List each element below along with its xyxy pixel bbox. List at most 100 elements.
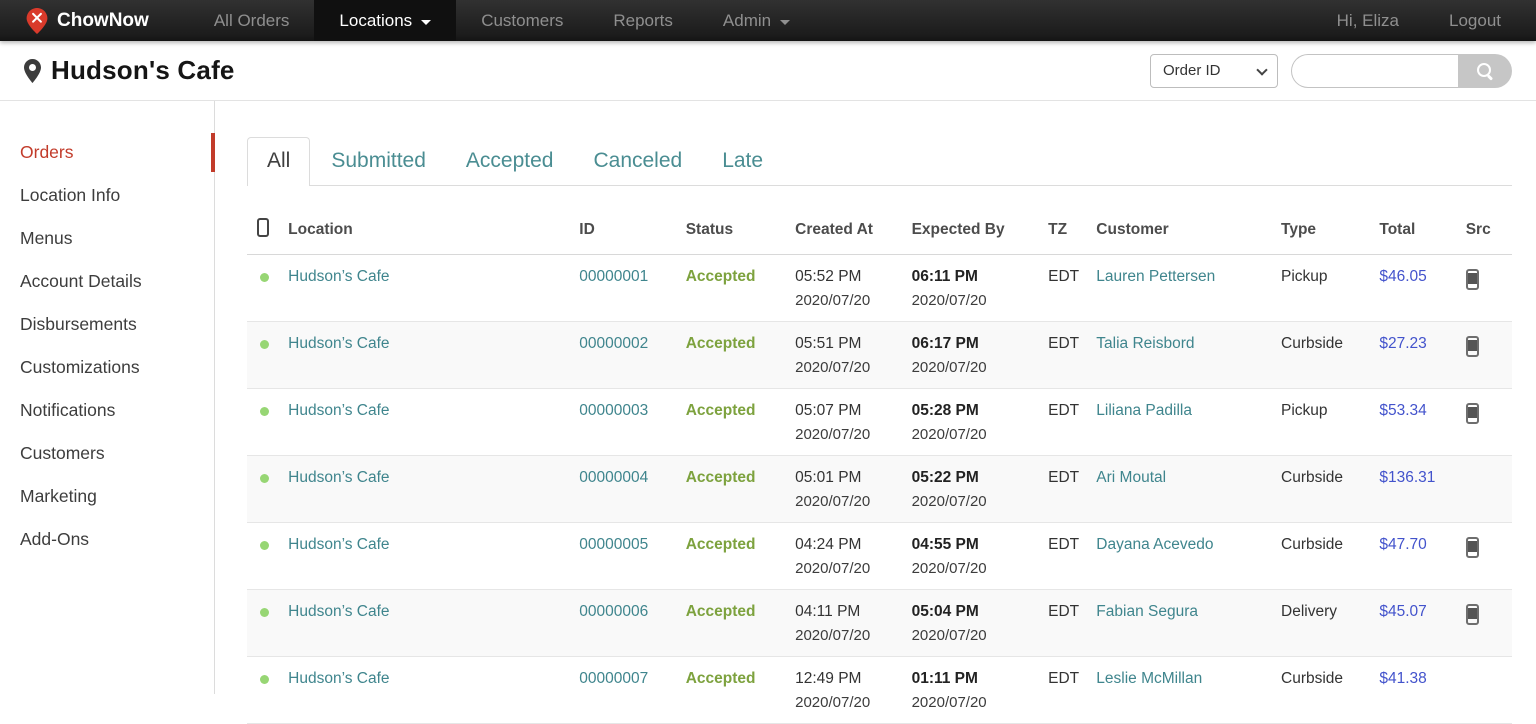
created-time: 05:01 PM: [795, 469, 862, 486]
tab[interactable]: Canceled: [574, 138, 701, 185]
sidebar-item[interactable]: Customers: [0, 432, 214, 475]
col-header-tz: TZ: [1048, 206, 1097, 255]
location-link[interactable]: Hudson’s Cafe: [288, 335, 390, 352]
location-link[interactable]: Hudson’s Cafe: [288, 469, 390, 486]
location-link[interactable]: Hudson’s Cafe: [288, 402, 390, 419]
order-id-link[interactable]: 00000004: [579, 469, 649, 486]
customer-link[interactable]: Lauren Pettersen: [1096, 268, 1216, 285]
search-filter-wrap: Order ID: [1150, 53, 1278, 88]
page-header: Hudson's Cafe Order ID: [0, 41, 1536, 101]
order-id-link[interactable]: 00000002: [579, 335, 649, 352]
created-date: 2020/07/20: [795, 560, 871, 577]
nav-item[interactable]: Customers: [456, 0, 588, 41]
expected-time: 06:11 PM: [911, 268, 978, 285]
search-button[interactable]: [1458, 53, 1512, 88]
location-link[interactable]: Hudson’s Cafe: [288, 603, 390, 620]
sidebar-item[interactable]: Notifications: [0, 389, 214, 432]
customer-link[interactable]: Talia Reisbord: [1096, 335, 1195, 352]
search-filter-select[interactable]: Order ID: [1150, 53, 1278, 88]
search-combo: [1291, 53, 1512, 88]
expected-date: 2020/07/20: [911, 627, 987, 644]
location-title-wrap: Hudson's Cafe: [24, 55, 235, 86]
sidebar-item[interactable]: Customizations: [0, 346, 214, 389]
expected-time: 04:55 PM: [911, 536, 979, 553]
sidebar-item[interactable]: Disbursements: [0, 303, 214, 346]
order-type: Curbside: [1281, 536, 1344, 553]
order-id-link[interactable]: 00000001: [579, 268, 649, 285]
timezone: EDT: [1048, 536, 1080, 553]
expected-time: 05:04 PM: [911, 603, 979, 620]
nav-item-label: Admin: [722, 10, 772, 30]
col-header-total: Total: [1379, 206, 1466, 255]
sidebar-item-label: Menus: [20, 228, 73, 248]
order-type: Delivery: [1281, 603, 1337, 620]
status-dot: [260, 675, 269, 684]
order-id-link[interactable]: 00000007: [579, 670, 649, 687]
sidebar-item[interactable]: Marketing: [0, 475, 214, 518]
customer-link[interactable]: Leslie McMillan: [1096, 670, 1203, 687]
sidebar-item[interactable]: Account Details: [0, 260, 214, 303]
user-greeting[interactable]: Hi, Eliza: [1336, 10, 1399, 30]
order-total[interactable]: $41.38: [1379, 670, 1427, 687]
status-dot: [260, 608, 269, 617]
customer-link[interactable]: Fabian Segura: [1096, 603, 1198, 620]
search-icon: [1476, 62, 1494, 80]
sidebar-item[interactable]: Orders: [0, 131, 215, 174]
tab[interactable]: Submitted: [312, 138, 445, 185]
customer-link[interactable]: Liliana Padilla: [1096, 402, 1192, 419]
created-time: 04:24 PM: [795, 536, 862, 553]
customer-link[interactable]: Dayana Acevedo: [1096, 536, 1214, 553]
status-badge: Accepted: [685, 536, 756, 553]
tab[interactable]: Late: [703, 138, 782, 185]
order-total[interactable]: $45.07: [1379, 603, 1427, 620]
nav-item[interactable]: Admin: [698, 0, 815, 41]
created-time: 05:52 PM: [795, 268, 862, 285]
order-total[interactable]: $27.23: [1379, 335, 1427, 352]
location-link[interactable]: Hudson’s Cafe: [288, 268, 390, 285]
logout-link[interactable]: Logout: [1449, 10, 1501, 30]
brand-name: ChowNow: [57, 9, 149, 31]
chownow-logo[interactable]: ChowNow: [0, 0, 189, 41]
sidebar-item[interactable]: Menus: [0, 217, 214, 260]
sidebar-item[interactable]: Location Info: [0, 174, 214, 217]
order-type: Curbside: [1281, 469, 1344, 486]
created-time: 12:49 PM: [795, 670, 862, 687]
created-date: 2020/07/20: [795, 493, 871, 510]
timezone: EDT: [1048, 402, 1080, 419]
customer-link[interactable]: Ari Moutal: [1096, 469, 1167, 486]
sidebar-item[interactable]: Add-Ons: [0, 518, 214, 561]
top-nav: ChowNow All Orders Locations Customers R…: [0, 0, 1536, 41]
table-header-row: Location ID Status Created At Expected B…: [247, 206, 1512, 255]
order-total[interactable]: $136.31: [1379, 469, 1436, 486]
created-date: 2020/07/20: [795, 426, 871, 443]
status-badge: Accepted: [685, 603, 756, 620]
order-id-link[interactable]: 00000003: [579, 402, 649, 419]
location-link[interactable]: Hudson’s Cafe: [288, 670, 390, 687]
order-row: Hudson’s Cafe 00000006 Accepted 04:11 PM…: [247, 589, 1512, 657]
search-input[interactable]: [1291, 53, 1458, 88]
order-total[interactable]: $53.34: [1379, 402, 1427, 419]
order-type: Curbside: [1281, 335, 1344, 352]
timezone: EDT: [1048, 603, 1080, 620]
chevron-down-icon: [780, 19, 791, 25]
tab[interactable]: Accepted: [447, 138, 573, 185]
map-pin-icon: [24, 58, 41, 83]
order-total[interactable]: $47.70: [1379, 536, 1427, 553]
nav-item-label: Reports: [613, 10, 673, 30]
order-id-link[interactable]: 00000005: [579, 536, 649, 553]
nav-item[interactable]: All Orders: [189, 0, 315, 41]
nav-item[interactable]: Reports: [588, 0, 698, 41]
location-link[interactable]: Hudson’s Cafe: [288, 536, 390, 553]
nav-item[interactable]: Locations: [314, 0, 457, 41]
col-header-created: Created At: [795, 206, 912, 255]
order-id-link[interactable]: 00000006: [579, 603, 649, 620]
tab[interactable]: All: [247, 137, 311, 186]
nav-right: Hi, Eliza Logout: [1312, 0, 1536, 41]
timezone: EDT: [1048, 670, 1080, 687]
expected-time: 05:28 PM: [911, 402, 979, 419]
expected-date: 2020/07/20: [911, 292, 987, 309]
order-total[interactable]: $46.05: [1379, 268, 1427, 285]
col-header-src: Src: [1465, 206, 1512, 255]
status-badge: Accepted: [685, 402, 756, 419]
sidebar: Orders Location Info Menus Account Detai…: [0, 101, 215, 694]
